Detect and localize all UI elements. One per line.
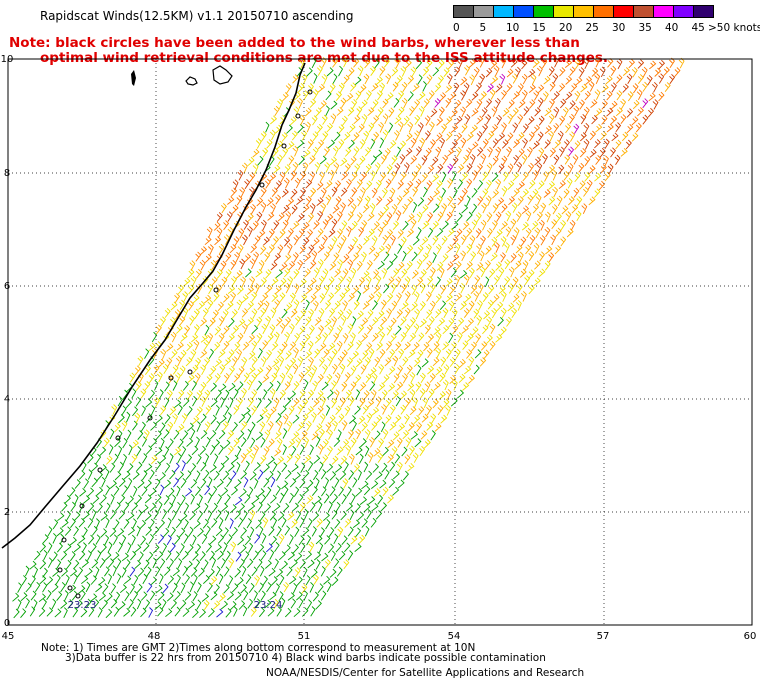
contamination-circle: [97, 467, 103, 473]
contamination-circle: [213, 287, 219, 293]
axis-labels: 45 48 51 54 57 60 0 2 4 6 8 10 23:23 23:24: [1, 54, 757, 642]
contamination-circle: [307, 89, 313, 95]
lat-label: 0: [4, 618, 10, 629]
contamination-circle: [259, 182, 265, 188]
colorbar-label: 20: [559, 22, 573, 34]
colorbar-label: 45: [691, 22, 705, 34]
map-title: Rapidscat Winds(12.5KM) v1.1 20150710 as…: [40, 9, 354, 23]
colorbar-label: 10: [506, 22, 520, 34]
lat-label: 4: [4, 394, 10, 405]
footer-note-2: 3)Data buffer is 22 hrs from 20150710 4)…: [65, 652, 546, 664]
note-line-1: Note: black circles have been added to t…: [9, 35, 580, 51]
contamination-circles: [57, 89, 313, 599]
lat-label: 10: [1, 54, 14, 65]
wind-barb-group: [134, 57, 685, 465]
contamination-circle: [67, 585, 73, 591]
colorbar-label: 35: [638, 22, 652, 34]
footer-credit: NOAA/NESDIS/Center for Satellite Applica…: [266, 667, 585, 679]
lon-label: 51: [298, 631, 311, 642]
lon-label: 57: [597, 631, 610, 642]
contamination-circle: [295, 113, 301, 119]
wind-barb-group: [434, 73, 649, 174]
coastline-somalia: [1, 62, 306, 549]
pass-time-label: 23:24: [254, 600, 283, 611]
contamination-circle: [61, 537, 67, 543]
colorbar-label: >50 knots: [708, 22, 760, 34]
contamination-circle: [168, 375, 174, 381]
colorbar-label: 25: [585, 22, 599, 34]
wind-barb-group: [12, 57, 504, 619]
wind-barbs-swath: [12, 56, 685, 619]
colorbar-label: 5: [479, 22, 487, 34]
lon-label: 45: [2, 631, 15, 642]
contamination-circle: [115, 435, 121, 441]
contamination-circle: [79, 503, 85, 509]
island-socotra: [185, 65, 233, 86]
colorbar-label: 0: [453, 22, 460, 34]
colorbar-label: 30: [612, 22, 626, 34]
wind-barb-group: [129, 460, 276, 618]
lon-label: 54: [448, 631, 461, 642]
wind-barb-group: [195, 56, 681, 271]
wind-barb-group: [216, 56, 676, 271]
lat-label: 8: [4, 168, 10, 179]
lat-label: 6: [4, 281, 10, 292]
lat-label: 2: [4, 507, 10, 518]
map-frame: [7, 58, 753, 626]
lon-label: 60: [744, 631, 757, 642]
colorbar-label: 15: [532, 22, 546, 34]
lon-label: 48: [148, 631, 161, 642]
footer-note-1: Note: 1) Times are GMT 2)Times along bot…: [41, 642, 476, 654]
contamination-circle: [281, 143, 287, 149]
contamination-circle: [147, 415, 153, 421]
colorbar-label: 40: [665, 22, 679, 34]
contamination-circle: [57, 567, 63, 573]
island-abd-al-kuri: [131, 70, 136, 86]
colorbar-swatch: [693, 5, 714, 18]
pass-time-label: 23:23: [68, 600, 97, 611]
lat-lon-grid: [8, 59, 752, 625]
contamination-circle: [75, 593, 81, 599]
wind-barb-group: [100, 56, 602, 617]
contamination-circle: [187, 369, 193, 375]
